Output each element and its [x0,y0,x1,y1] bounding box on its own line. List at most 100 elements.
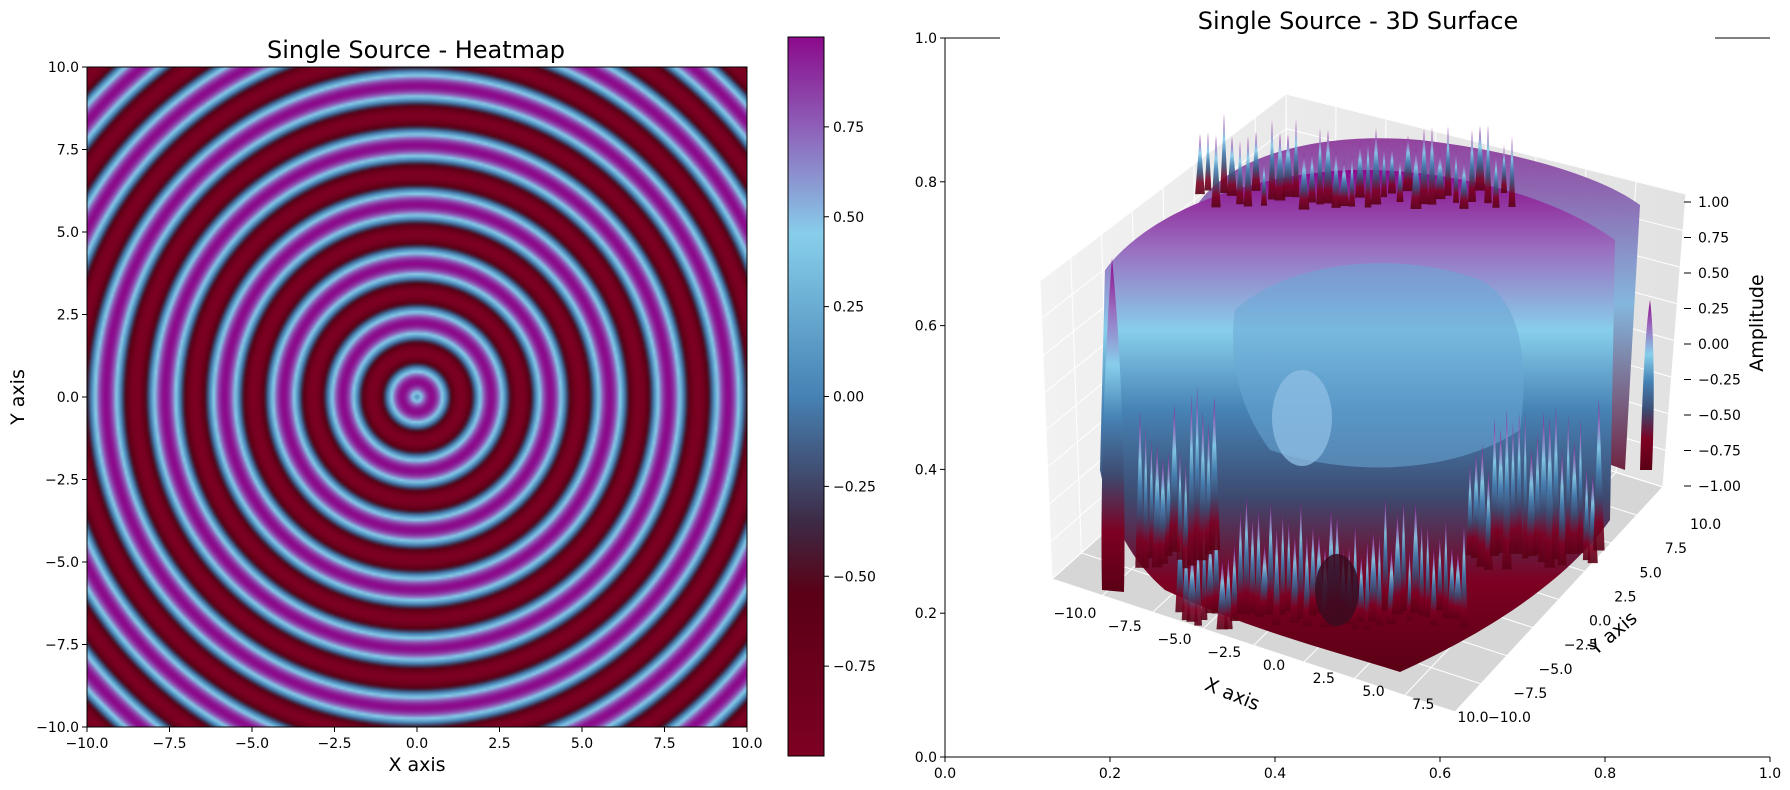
surface-spike [1427,127,1437,205]
surface-frame-x-ticks: 0.0 0.2 0.4 0.6 0.8 1.0 [934,757,1781,782]
surface-spike [1135,409,1145,568]
surface-frame: 0.0 0.2 0.4 0.6 0.8 1.0 0.0 0.2 0.4 0.6 0.8 1.0 [915,31,1781,782]
surface-y-tick-label: −7.5 [1513,686,1547,702]
surface-body [1100,113,1654,673]
frame-x-tick-label: 0.6 [1429,766,1451,782]
surface-spike [1593,398,1605,551]
heatmap-y-tick-label: 2.5 [57,308,79,324]
surface-spike [1466,463,1474,556]
heatmap-y-tick-label: 7.5 [57,143,79,159]
surface-spike [1452,149,1460,203]
surface-y-tick-label: 0.0 [1589,614,1611,630]
surface-z-tick-label: 0.00 [1698,337,1729,353]
surface-spike [1168,403,1181,552]
colorbar-tick-label: 0.25 [833,300,864,316]
surface-spike [1204,131,1212,191]
surface-y-tick-label: 7.5 [1665,541,1687,557]
colorbar-ticks: −0.75 −0.50 −0.25 0.00 0.25 0.50 0.75 [824,120,876,675]
surface-z-tick-label: −1.00 [1698,479,1741,495]
surface-spike [1551,405,1561,560]
surface-spike [1194,537,1202,626]
surface-spike [1296,501,1305,619]
surface-z-tick-label: −0.25 [1698,373,1741,389]
surface-spike [1370,128,1382,205]
surface-spike [1380,145,1388,198]
surface-spike [1220,113,1228,194]
surface-spike [1226,136,1238,196]
frame-y-tick-label: 0.8 [915,175,937,191]
surface-spike [1434,152,1446,200]
surface-spike [1236,140,1244,205]
heatmap-y-tick-label: −5.0 [45,555,79,571]
surface-spike [1515,412,1523,554]
surface-x-label: X axis [1202,674,1263,716]
surface-spike [1492,152,1500,208]
heatmap-y-ticks: −10.0 −7.5 −5.0 −2.5 0.0 2.5 5.0 7.5 10.0 [36,60,87,736]
surface-spike [1459,522,1468,629]
heatmap-x-tick-label: 10.0 [731,736,762,752]
surface-x-tick-label: 7.5 [1412,697,1434,713]
surface-spike [1148,438,1155,559]
frame-y-tick-label: 0.6 [915,319,937,335]
frame-x-tick-label: 0.2 [1099,766,1121,782]
surface-spike [1192,386,1202,561]
surface-z-tick-label: 1.00 [1698,195,1729,211]
surface-spike [1357,555,1366,622]
surface-y-tick-label: 10.0 [1690,517,1721,533]
heatmap-x-tick-label: 5.0 [571,736,593,752]
colorbar-tick-label: −0.75 [833,659,876,675]
surface-spike [1268,120,1276,200]
surface-z-ticks: −1.00 −0.75 −0.50 −0.25 0.00 0.25 0.50 0.75 1.00 [1684,195,1741,495]
surface-z-tick-label: −0.75 [1698,444,1741,460]
surface-spike [1186,551,1198,622]
surface-spike [1302,533,1312,627]
surface-spike [1436,536,1444,611]
frame-y-tick-label: 1.0 [915,31,937,47]
frame-x-tick-label: 0.0 [934,766,956,782]
surface-center-peak [1272,370,1332,466]
surface-spike [1230,544,1239,622]
surface-spike [1331,149,1341,208]
surface-panel: Single Source - 3D Surface 0.0 0.2 0.4 0.6 0… [915,7,1781,782]
frame-x-tick-label: 1.0 [1759,766,1781,782]
heatmap-y-tick-label: 0.0 [57,390,79,406]
surface-x-tick-label: −10.0 [1054,606,1097,622]
colorbar-gradient [787,36,825,757]
surface-x-tick-label: 0.0 [1263,658,1285,674]
surface-spike [1419,128,1429,205]
surface-spike [1501,409,1512,570]
heatmap-x-tick-label: −7.5 [153,736,187,752]
surface-spike [1447,546,1457,619]
frame-y-tick-label: 0.0 [915,750,937,766]
surface-spike [1298,151,1310,210]
surface-spike [1354,142,1366,198]
colorbar-tick-label: −0.25 [833,479,876,495]
heatmap-y-tick-label: −2.5 [45,473,79,489]
surface-spike [1242,495,1251,615]
surface-z-label: Amplitude [1746,274,1768,371]
heatmap-image [86,66,748,728]
frame-y-tick-label: 0.2 [915,606,937,622]
surface-spike [1467,129,1477,202]
surface-spike [1444,126,1452,196]
surface-z-tick-label: −0.50 [1698,408,1741,424]
heatmap-x-tick-label: 2.5 [488,736,510,752]
surface-spike [1205,534,1216,614]
surface-y-tick-label: −10.0 [1488,710,1531,726]
surface-spike [1187,394,1196,566]
colorbar-tick-label: 0.75 [833,120,864,136]
surface-title: Single Source - 3D Surface [1198,7,1519,35]
heatmap-y-label: Y axis [7,369,29,426]
surface-y-tick-label: −5.0 [1539,662,1573,678]
surface-spike [1142,425,1150,568]
surface-spike [1182,461,1189,569]
heatmap-y-tick-label: −7.5 [45,638,79,654]
surface-x-tick-label: −5.0 [1158,632,1192,648]
surface-spike [1557,449,1567,566]
heatmap-x-tick-label: 0.0 [406,736,428,752]
surface-spike [1500,144,1508,193]
surface-spike [1272,526,1281,626]
surface-spike [1459,159,1469,209]
surface-spike [1391,512,1404,615]
